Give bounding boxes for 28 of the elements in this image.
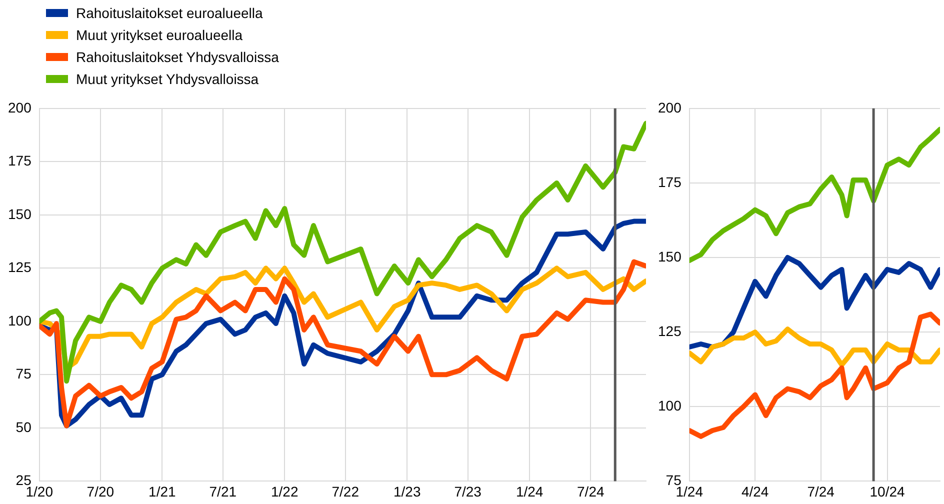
x-tick-label: 7/20 <box>86 483 114 500</box>
x-tick-label: 10/24 <box>870 483 905 500</box>
y-tick-label: 175 <box>658 174 682 190</box>
x-tick-label: 1/21 <box>148 483 176 500</box>
x-tick-label: 1/24 <box>516 483 544 500</box>
x-tick-label: 7/23 <box>454 483 482 500</box>
y-tick-label: 150 <box>8 206 32 222</box>
y-tick-label: 200 <box>658 99 682 116</box>
x-tick-label: 1/22 <box>271 483 298 500</box>
y-tick-label: 125 <box>8 259 32 276</box>
x-tick-label: 7/22 <box>332 483 360 500</box>
y-tick-label: 200 <box>8 99 32 116</box>
legend-label: Rahoituslaitokset euroalueella <box>76 5 263 21</box>
x-tick-label: 7/21 <box>209 483 237 500</box>
x-tick-label: 1/23 <box>393 483 421 500</box>
legend-label: Muut yritykset Yhdysvalloissa <box>76 71 259 87</box>
y-tick-label: 125 <box>658 322 682 339</box>
y-tick-label: 150 <box>658 248 682 264</box>
y-tick-label: 50 <box>16 418 32 435</box>
legend-label: Muut yritykset euroalueella <box>76 27 243 43</box>
y-tick-label: 100 <box>658 398 682 414</box>
y-tick-label: 75 <box>16 366 32 382</box>
y-tick-label: 175 <box>8 152 32 169</box>
x-tick-label: 4/24 <box>741 483 769 500</box>
x-tick-label: 7/24 <box>807 483 835 500</box>
x-tick-label: 7/24 <box>577 483 604 500</box>
legend-label: Rahoituslaitokset Yhdysvalloissa <box>76 49 279 65</box>
y-tick-label: 100 <box>8 312 32 328</box>
